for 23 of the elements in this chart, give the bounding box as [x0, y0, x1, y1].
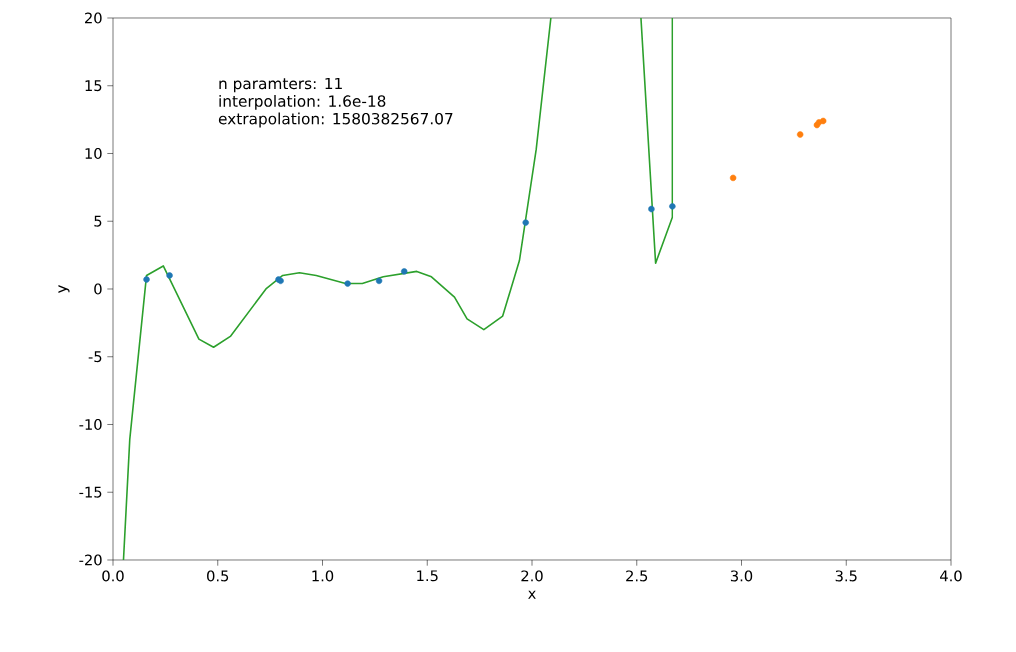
x-tick-label: 1.0: [312, 570, 334, 582]
x-tick-label: 3.0: [730, 570, 753, 582]
annotation: interpolation: 1.6e-18: [219, 95, 386, 110]
x-tick-label: 2.0: [521, 570, 543, 582]
annotation: extrapolation: 1580382567.07: [218, 112, 453, 128]
x-tick-label: 3.5: [835, 570, 857, 582]
x-tick-label: 4.0: [940, 570, 962, 582]
y-tick-label: -15: [79, 486, 102, 498]
annotation: n paramters: 11: [219, 77, 342, 93]
x-tick-label: 0.5: [207, 570, 229, 582]
y-tick-label: 10: [85, 147, 102, 160]
y-tick-label: -20: [79, 554, 102, 566]
y-tick-label: -10: [79, 418, 102, 431]
y-tick-label: -5: [88, 351, 102, 363]
x-tick-label: 0.0: [102, 570, 124, 582]
y-tick-label: 5: [94, 215, 102, 227]
x-tick-label: 2.5: [626, 570, 648, 582]
x-axis-title: x: [528, 590, 536, 599]
y-tick-label: 20: [85, 12, 102, 24]
y-tick-label: 0: [94, 283, 102, 295]
y-tick-label: 15: [85, 80, 102, 92]
y-axis-title: y: [58, 285, 70, 293]
x-tick-label: 1.5: [417, 570, 438, 582]
